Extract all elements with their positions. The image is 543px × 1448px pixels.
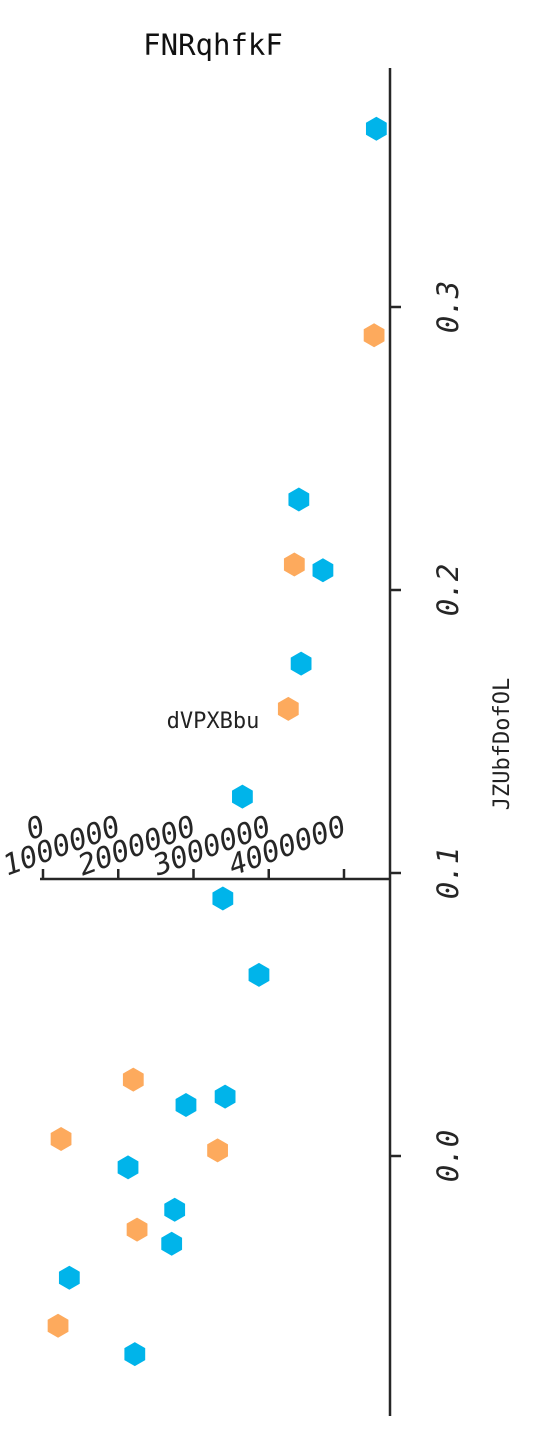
y-tick-label: 0.3 [431,281,465,333]
plot-marks [47,116,387,1367]
y-tick-label: 0.2 [431,564,465,616]
data-point-s0-10 [164,1197,186,1222]
data-point-s0-0 [365,116,387,141]
data-point-s0-12 [58,1265,80,1290]
data-point-s0-5 [212,886,234,911]
data-point-s1-0 [363,323,385,348]
data-point-s0-8 [175,1093,197,1118]
data-point-s0-3 [290,651,312,676]
chart-title: FNRqhfkF [143,28,283,62]
data-point-s1-4 [50,1127,72,1152]
data-point-s0-6 [248,962,270,987]
data-point-s0-7 [214,1084,236,1109]
y-tick-label: 0.1 [431,847,465,899]
data-point-s0-13 [124,1342,146,1367]
data-point-s0-2 [312,558,334,583]
y-axis-label: JZUbfDofOL [490,678,515,810]
data-point-s0-1 [288,487,310,512]
data-point-s1-3 [122,1067,144,1092]
data-point-s0-9 [117,1155,139,1180]
data-point-s1-1 [283,552,305,577]
x-axis-label: dVPXBbu [167,709,260,734]
axes [40,68,392,1416]
data-point-s1-5 [207,1138,228,1163]
data-point-s0-4 [232,784,253,809]
data-point-s0-11 [161,1231,183,1256]
y-tick-label: 0.0 [431,1130,465,1182]
data-point-s1-7 [47,1313,69,1338]
data-point-s1-6 [126,1217,148,1242]
data-point-s1-2 [277,696,299,721]
